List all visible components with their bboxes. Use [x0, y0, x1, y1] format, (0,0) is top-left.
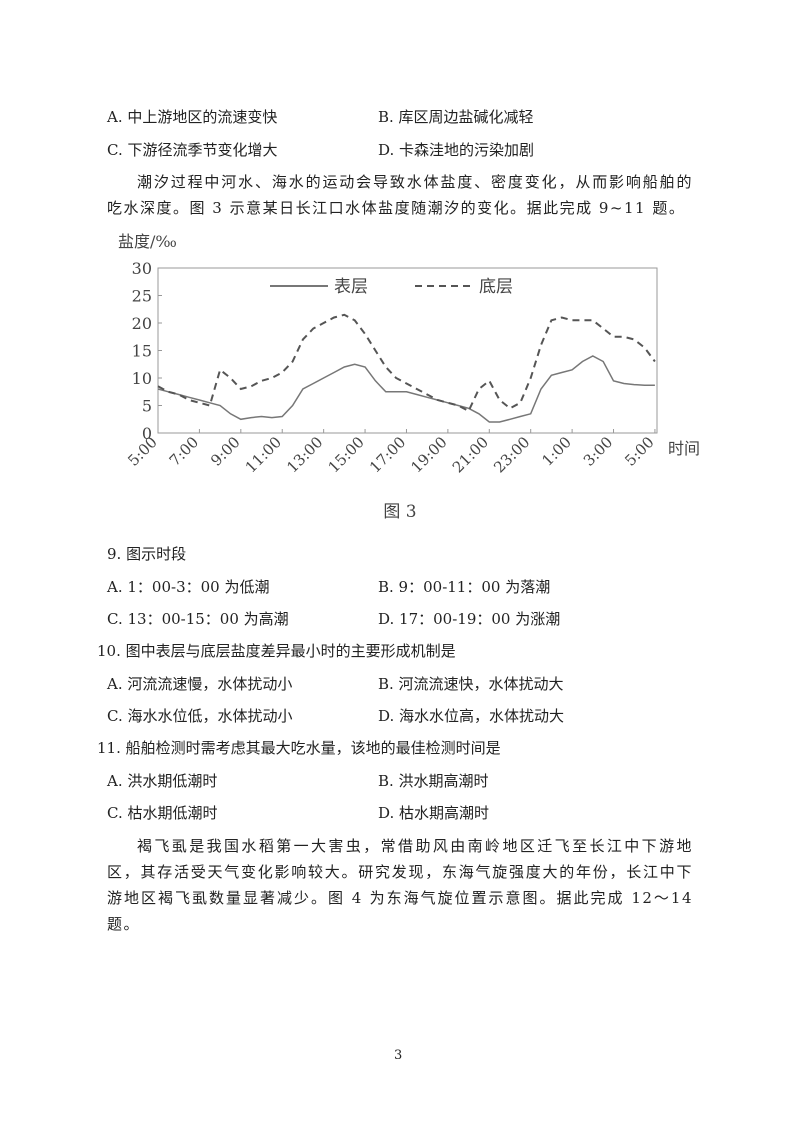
y-tick-label: 30 — [132, 259, 152, 278]
figure-caption: 图 3 — [383, 502, 416, 522]
series-line — [157, 313, 656, 413]
x-axis-label: 时间 — [668, 439, 700, 458]
y-tick-label: 15 — [132, 342, 152, 361]
y-tick-label: 20 — [132, 314, 152, 333]
x-tick-label: 15:00 — [325, 433, 368, 476]
y-tick-label: 25 — [132, 287, 152, 306]
option: A. 河流流速慢，水体扰动小 — [107, 675, 293, 693]
x-tick-label: 5:00 — [621, 433, 658, 470]
y-tick-label: 0 — [142, 424, 152, 443]
option: C. 枯水期低潮时 — [107, 804, 218, 822]
x-tick-label: 7:00 — [166, 433, 203, 470]
option: C. 海水水位低，水体扰动小 — [107, 707, 293, 725]
option: D. 海水水位高，水体扰动大 — [378, 707, 565, 725]
plot-frame — [157, 267, 658, 434]
legend-label: 表层 — [334, 277, 368, 297]
y-tick-label: 5 — [142, 397, 152, 416]
option: B. 9：00-11：00 为落潮 — [378, 578, 551, 596]
page-number: 3 — [394, 1048, 403, 1063]
x-tick-label: 21:00 — [449, 433, 492, 476]
x-tick-label: 3:00 — [580, 433, 617, 470]
x-tick-label: 17:00 — [366, 433, 409, 476]
x-tick-label: 11:00 — [242, 433, 285, 476]
x-tick-label: 1:00 — [538, 433, 575, 470]
passage: 褐飞虱是我国水稻第一大害虫，常借助风由南岭地区迁飞至长江中下游地区，其存活受天气… — [107, 837, 693, 933]
option: B. 洪水期高潮时 — [378, 772, 489, 790]
option: C. 下游径流季节变化增大 — [107, 141, 278, 159]
option: C. 13：00-15：00 为高潮 — [107, 610, 289, 628]
question-stem: 9. 图示时段 — [107, 545, 187, 563]
option: D. 17：00-19：00 为涨潮 — [378, 610, 561, 628]
x-tick-label: 9:00 — [207, 433, 244, 470]
option: A. 洪水期低潮时 — [107, 772, 218, 790]
x-tick-label: 13:00 — [283, 433, 326, 476]
series-line — [157, 355, 655, 423]
option: D. 卡森洼地的污染加剧 — [378, 141, 535, 159]
option: D. 枯水期高潮时 — [378, 804, 490, 822]
x-tick-label: 5:00 — [124, 433, 161, 470]
option: A. 中上游地区的流速变快 — [107, 108, 278, 126]
passage: 潮汐过程中河水、海水的运动会导致水体盐度、密度变化，从而影响船舶的吃水深度。图 … — [107, 173, 693, 217]
x-tick-label: 23:00 — [490, 433, 533, 476]
y-tick-label: 10 — [132, 369, 152, 388]
legend-label: 底层 — [479, 277, 513, 297]
option: B. 库区周边盐碱化减轻 — [378, 108, 534, 126]
option: A. 1：00-3：00 为低潮 — [107, 578, 270, 596]
y-axis-label: 盐度/‰ — [118, 232, 177, 251]
question-stem: 11. 船舶检测时需考虑其最大吃水量，该地的最佳检测时间是 — [97, 739, 501, 757]
x-tick-label: 19:00 — [407, 433, 450, 476]
question-stem: 10. 图中表层与底层盐度差异最小时的主要形成机制是 — [97, 642, 456, 660]
option: B. 河流流速快，水体扰动大 — [378, 675, 564, 693]
